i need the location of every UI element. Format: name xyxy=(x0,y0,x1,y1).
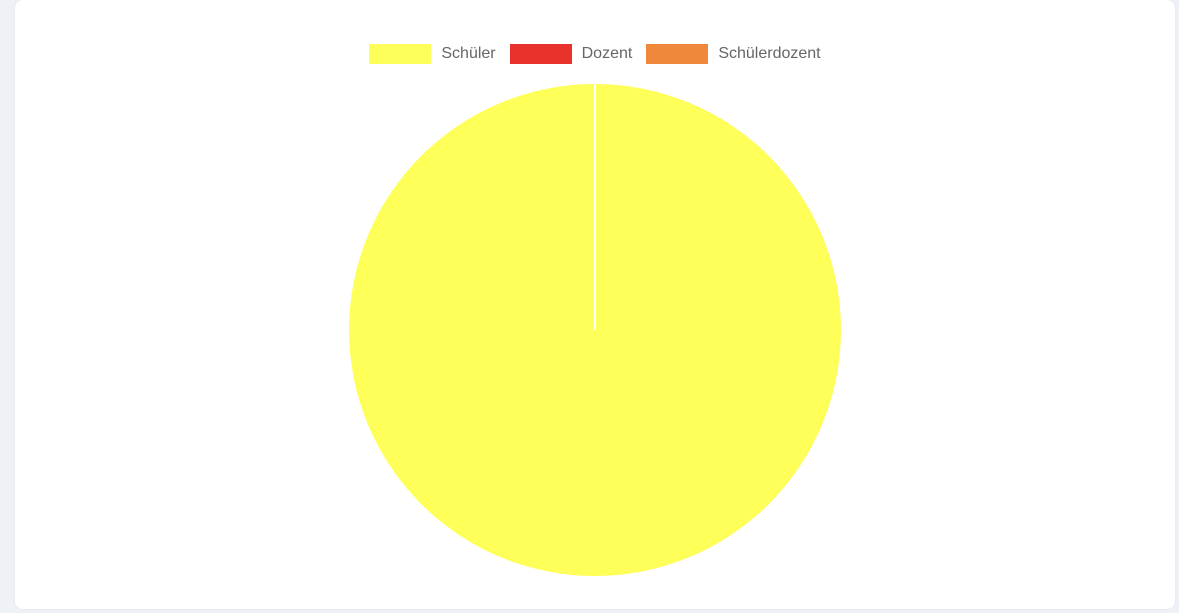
legend-label-schueler: Schüler xyxy=(441,45,496,62)
legend-label-dozent: Dozent xyxy=(581,45,633,62)
chart-legend: Schüler Dozent Schülerdozent xyxy=(15,44,1175,64)
legend-item-schuelerdozent[interactable]: Schülerdozent xyxy=(646,44,821,64)
chart-card: Schüler Dozent Schülerdozent xyxy=(15,0,1175,609)
legend-item-schueler[interactable]: Schüler xyxy=(369,44,496,64)
legend-item-dozent[interactable]: Dozent xyxy=(509,44,633,64)
legend-swatch-schuelerdozent xyxy=(646,44,709,64)
legend-swatch-schueler xyxy=(369,44,432,64)
legend-label-schuelerdozent: Schülerdozent xyxy=(718,45,821,62)
legend-swatch-dozent xyxy=(509,44,572,64)
pie-chart xyxy=(349,84,841,576)
